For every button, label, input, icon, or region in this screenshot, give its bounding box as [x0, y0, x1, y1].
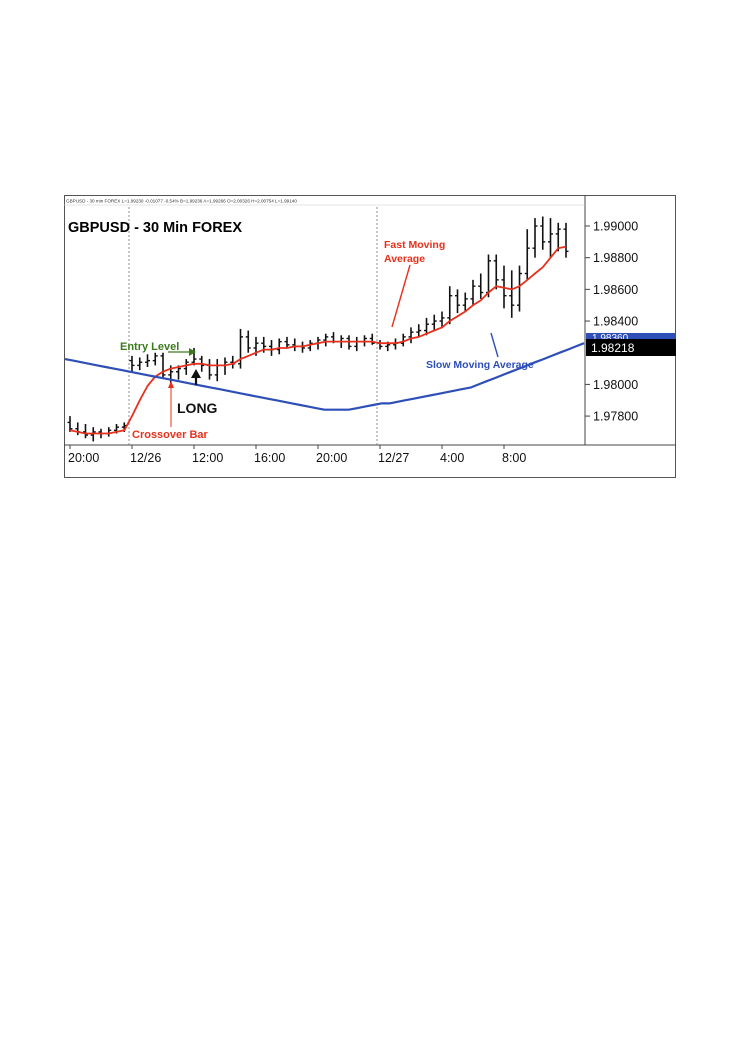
ohlc-bar [462, 292, 468, 312]
ohlc-bar [67, 416, 73, 432]
ohlc-bar [517, 265, 522, 312]
slow-ma-label: Slow Moving Average [426, 359, 534, 371]
ohlc-bar [137, 357, 143, 371]
time-axis: 20:00 12/26 12:00 16:00 20:00 12/27 4:00 8:00 [68, 445, 526, 465]
ohlc-bar [416, 324, 422, 337]
ohlc-bar [323, 333, 329, 347]
time-tick-label: 12/27 [378, 451, 409, 465]
slow-ma-price-tag [586, 333, 676, 343]
fast-ma-pointer [391, 264, 411, 328]
crossover-pointer-head [168, 381, 174, 388]
ohlc-bar [532, 218, 538, 258]
ohlc-bar [276, 338, 282, 355]
time-tick-label: 12:00 [192, 451, 223, 465]
ohlc-bar [408, 327, 414, 344]
price-tick-label: 1.98400 [593, 315, 638, 329]
ohlc-bar [470, 279, 476, 306]
long-label: LONG [177, 400, 218, 416]
price-tick-label: 1.98800 [593, 251, 638, 265]
entry-level-arrowhead [189, 348, 196, 356]
ohlc-bar [548, 218, 553, 258]
ohlc-bar [540, 216, 546, 250]
fast-ma-label-line2: Average [384, 253, 425, 265]
ohlc-bar [424, 317, 429, 336]
last-price-text: 1.98218 [591, 341, 635, 355]
ohlc-bar [83, 423, 88, 439]
ohlc-bar [284, 336, 290, 348]
ohlc-bar [400, 333, 406, 347]
moving-averages [64, 245, 585, 435]
ohlc-bar [493, 254, 499, 290]
long-arrowhead [191, 369, 201, 378]
slow-ma-pointer [490, 332, 499, 358]
info-line: GBPUSD - 30 min FOREX L=1.99230 -0.01077… [66, 199, 297, 204]
chart-title: GBPUSD - 30 Min FOREX [68, 220, 242, 236]
price-axis: 1.99000 1.98800 1.98600 1.98400 1.98000 1.978… [585, 220, 638, 424]
time-tick-label: 4:00 [440, 451, 464, 465]
crossover-bar-label: Crossover Bar [132, 429, 209, 441]
slow-ma-price-tag-text: 1.98360 [592, 333, 629, 344]
time-tick-label: 12/26 [130, 451, 161, 465]
slow-ma-line [64, 342, 585, 411]
ohlc-bar [369, 333, 375, 345]
fast-ma-label-line1: Fast Moving [384, 239, 445, 251]
ohlc-bar [431, 314, 437, 331]
forex-chart: 1.99000 1.98800 1.98600 1.98400 1.98000 1.978… [64, 195, 676, 478]
ohlc-bar [129, 355, 135, 372]
ohlc-bar [455, 289, 460, 314]
time-tick-label: 20:00 [68, 451, 99, 465]
time-tick-label: 20:00 [316, 451, 347, 465]
ohlc-bar [145, 354, 150, 367]
time-tick-label: 8:00 [502, 451, 526, 465]
chart-border [64, 195, 676, 478]
price-tick-label: 1.97800 [593, 410, 638, 424]
price-tick-label: 1.98000 [593, 378, 638, 392]
ohlc-bar [439, 311, 445, 328]
ohlc-bar [563, 222, 569, 258]
price-tick-label: 1.98600 [593, 283, 638, 297]
ohlc-bar [183, 359, 189, 375]
ohlc-bar [238, 328, 243, 369]
time-tick-label: 16:00 [254, 451, 285, 465]
ohlc-bar [555, 222, 561, 252]
ohlc-bar [447, 286, 453, 325]
ohlc-bar [245, 330, 251, 353]
price-tick-label: 1.99000 [593, 220, 638, 234]
last-price-tag [586, 339, 676, 356]
ohlc-bar [152, 352, 158, 366]
fast-ma-line [69, 245, 567, 435]
entry-level-label: Entry Level [120, 341, 179, 353]
annotations: Entry Level LONG Crossover Bar Fast Movi… [120, 239, 534, 441]
ohlc-bar [160, 352, 166, 379]
ohlc-bar [524, 229, 530, 280]
ohlc-bar [478, 273, 484, 299]
chart-svg: 1.99000 1.98800 1.98600 1.98400 1.98000 1.978… [64, 195, 676, 478]
ohlc-bar [509, 270, 515, 318]
